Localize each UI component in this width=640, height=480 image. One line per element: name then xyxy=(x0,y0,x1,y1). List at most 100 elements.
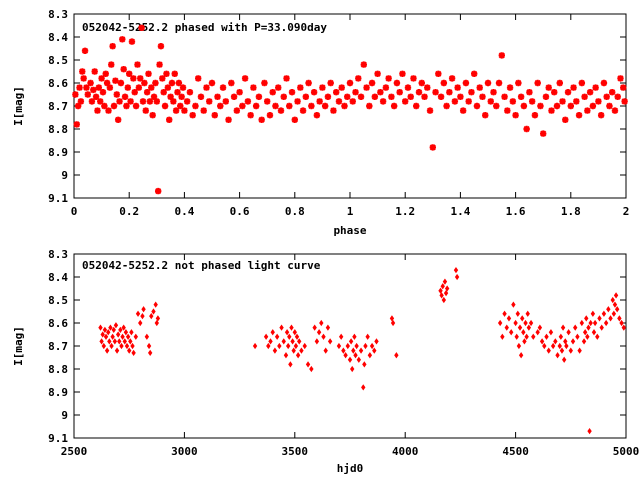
data-point xyxy=(528,319,534,327)
data-point xyxy=(473,102,481,110)
data-point xyxy=(465,98,472,105)
data-point xyxy=(346,79,354,87)
data-point xyxy=(76,84,83,91)
data-point xyxy=(272,102,279,110)
data-point xyxy=(338,84,345,91)
data-point xyxy=(203,84,210,91)
data-point xyxy=(601,310,607,317)
data-point xyxy=(335,98,343,105)
data-point xyxy=(142,107,149,114)
data-point xyxy=(415,89,423,96)
data-point xyxy=(540,130,547,137)
data-point xyxy=(269,89,276,96)
data-point xyxy=(581,93,588,100)
data-point xyxy=(564,342,569,350)
data-point xyxy=(426,107,434,114)
x-tick-label: 4500 xyxy=(502,445,529,458)
data-point xyxy=(443,289,449,297)
data-point xyxy=(316,329,322,336)
data-point xyxy=(80,75,87,82)
data-point xyxy=(354,342,359,350)
data-point xyxy=(446,89,453,96)
data-point xyxy=(432,89,439,96)
data-point xyxy=(444,285,450,292)
data-point xyxy=(621,98,628,105)
data-point xyxy=(402,98,409,105)
data-point xyxy=(128,38,136,45)
data-point xyxy=(77,98,85,105)
data-point xyxy=(570,84,577,91)
data-point xyxy=(344,93,351,100)
data-point xyxy=(99,338,104,345)
data-point xyxy=(305,361,311,368)
data-point xyxy=(556,79,563,87)
data-point xyxy=(261,79,268,87)
data-point xyxy=(247,112,254,119)
data-point xyxy=(264,98,271,105)
data-point xyxy=(600,79,608,87)
data-point xyxy=(225,116,232,123)
data-point xyxy=(410,75,417,82)
y-tick-label: 8.4 xyxy=(48,31,68,44)
data-point xyxy=(98,75,105,82)
data-point xyxy=(363,84,370,91)
data-point xyxy=(127,98,134,105)
data-point xyxy=(106,84,114,91)
data-point xyxy=(127,347,132,354)
data-point xyxy=(98,324,103,331)
data-point xyxy=(101,102,108,110)
data-point xyxy=(568,347,573,354)
data-point xyxy=(97,98,104,105)
data-point xyxy=(614,93,621,100)
data-point xyxy=(442,278,448,285)
data-point xyxy=(74,102,82,110)
x-tick-label: 1.2 xyxy=(395,205,415,218)
data-point xyxy=(550,342,556,350)
data-point xyxy=(561,356,567,363)
data-point xyxy=(110,102,118,110)
data-point xyxy=(131,89,138,96)
data-point xyxy=(584,107,591,114)
data-point xyxy=(396,89,403,96)
data-point xyxy=(573,98,580,105)
y-tick-label: 8.3 xyxy=(48,8,68,21)
data-point xyxy=(290,338,295,345)
data-point xyxy=(528,98,536,105)
data-point xyxy=(321,333,326,340)
data-point xyxy=(535,329,540,336)
data-point xyxy=(367,352,373,359)
data-point xyxy=(620,84,627,91)
data-point xyxy=(451,98,459,105)
data-point xyxy=(143,89,151,96)
data-point xyxy=(272,347,278,354)
data-point xyxy=(131,349,136,357)
data-point xyxy=(122,338,127,345)
y-tick-label: 8.8 xyxy=(48,123,68,136)
data-point xyxy=(546,347,551,354)
data-point xyxy=(517,324,523,331)
data-point xyxy=(421,93,428,100)
data-point xyxy=(117,79,125,87)
data-point xyxy=(597,315,602,322)
data-point xyxy=(148,84,155,91)
data-point xyxy=(435,70,442,77)
data-point xyxy=(338,333,344,340)
data-point xyxy=(179,84,187,91)
data-point xyxy=(285,342,291,350)
data-point xyxy=(114,347,120,354)
x-tick-label: 0.6 xyxy=(230,205,250,218)
data-point xyxy=(585,333,590,340)
x-tick-label: 5000 xyxy=(613,445,640,458)
plot-title: 052042-5252.2 not phased light curve xyxy=(82,259,321,272)
data-point xyxy=(504,324,509,331)
data-point xyxy=(297,338,302,345)
data-point xyxy=(560,324,566,331)
data-point xyxy=(343,352,348,359)
data-point xyxy=(539,338,545,345)
data-point xyxy=(294,333,300,340)
data-point xyxy=(599,324,604,331)
data-point xyxy=(244,98,252,105)
data-point xyxy=(159,75,166,82)
data-point xyxy=(614,306,620,313)
data-point xyxy=(107,338,112,345)
